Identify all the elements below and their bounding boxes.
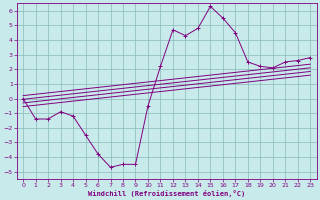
X-axis label: Windchill (Refroidissement éolien,°C): Windchill (Refroidissement éolien,°C) [88, 190, 245, 197]
